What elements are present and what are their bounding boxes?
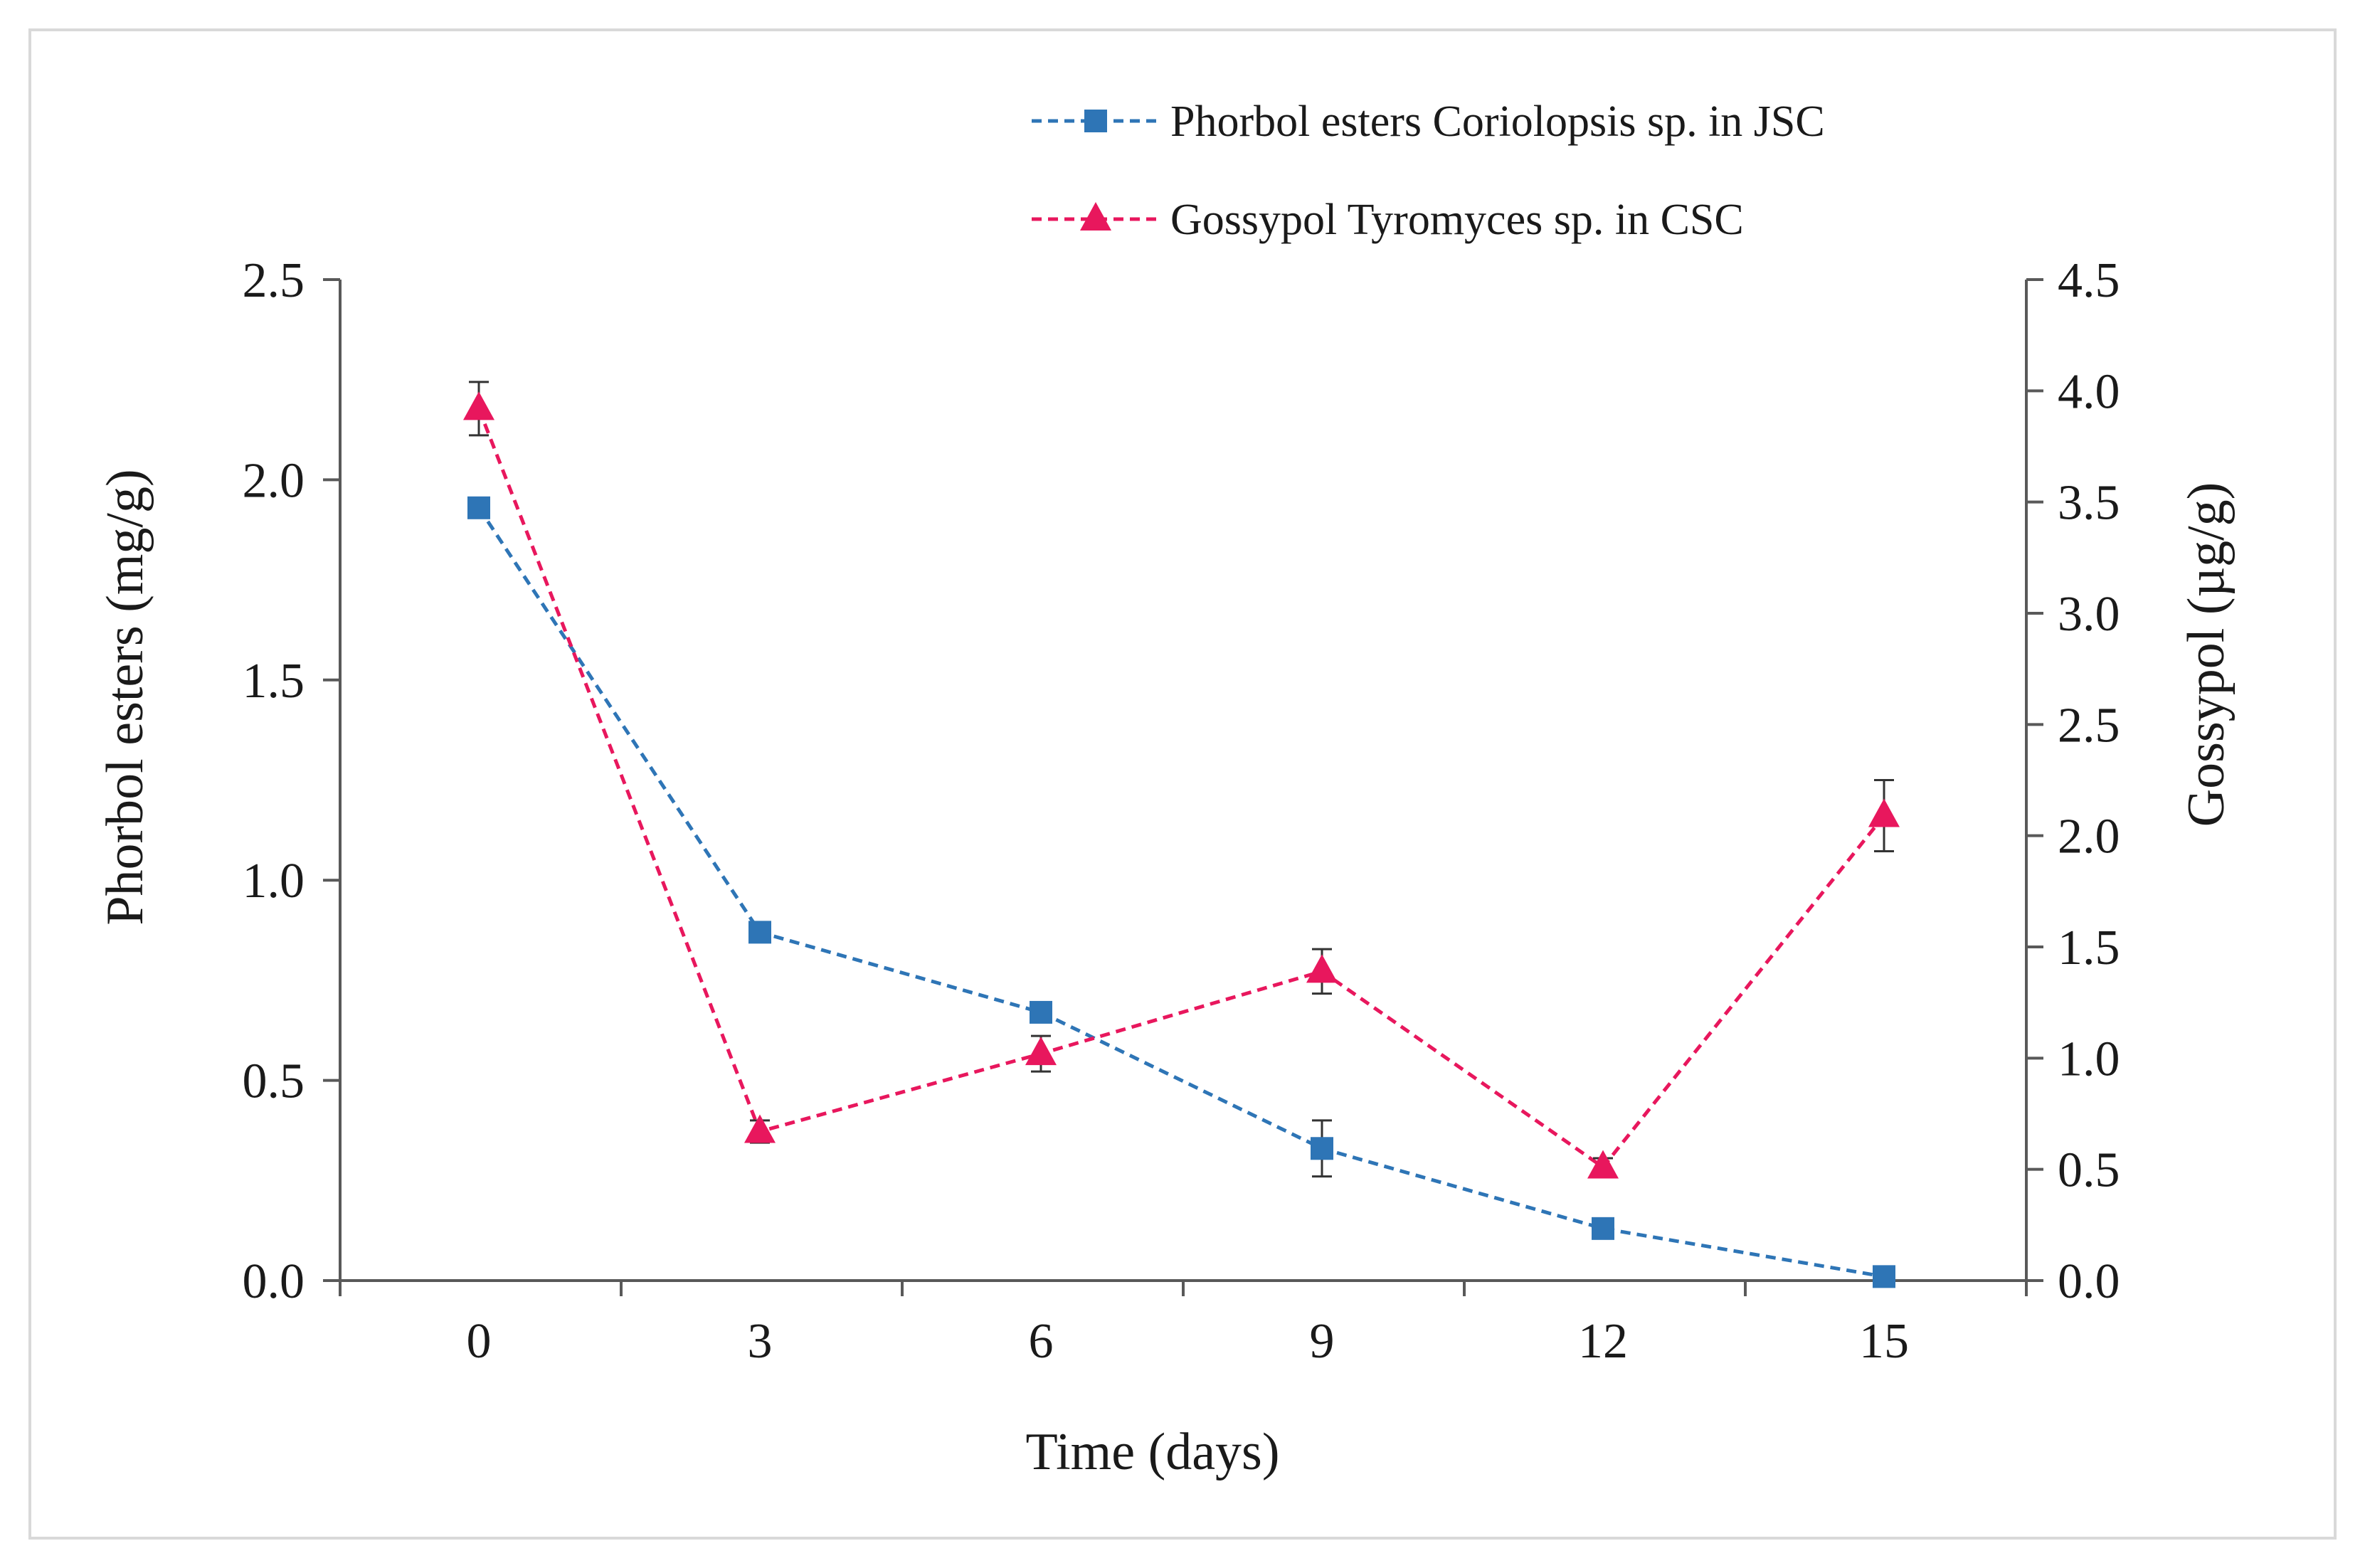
legend-entry-1: Phorbol esters Coriolopsis sp. in JSC (1032, 97, 1825, 146)
right-y-tick-label: 4.0 (2058, 364, 2120, 419)
left-y-tick-label: 0.0 (243, 1254, 305, 1309)
right-y-tick-label: 1.5 (2058, 921, 2120, 975)
x-tick-label: 15 (1859, 1314, 1909, 1369)
data-point (748, 921, 771, 944)
legend: Phorbol esters Coriolopsis sp. in JSC Gos… (1032, 97, 1825, 244)
right-y-tick-label: 1.0 (2058, 1032, 2120, 1086)
data-point (1587, 1150, 1619, 1179)
data-point (1311, 1137, 1333, 1160)
x-axis-title: Time (days) (1026, 1423, 1280, 1481)
legend-marker (1080, 202, 1111, 231)
right-y-tick-label: 3.5 (2058, 476, 2120, 531)
legend-entry-2: Gossypol Tyromyces sp. in CSC (1032, 196, 1744, 244)
series-layer (463, 381, 1900, 1288)
right-y-tick-label: 3.0 (2058, 587, 2120, 642)
left-y-tick-label: 0.5 (243, 1054, 305, 1109)
legend-label: Gossypol Tyromyces sp. in CSC (1170, 196, 1744, 244)
x-tick-label: 3 (748, 1314, 773, 1369)
data-point (1873, 1265, 1895, 1288)
data-point (1868, 798, 1900, 827)
data-point (467, 496, 490, 519)
data-point (1592, 1217, 1614, 1240)
right-y-tick-label: 2.0 (2058, 810, 2120, 864)
right-y-tick-label: 2.5 (2058, 698, 2120, 753)
x-tick-label: 0 (467, 1314, 492, 1369)
series-1 (467, 496, 1895, 1288)
series-line (477, 507, 1885, 1278)
legend-marker (1084, 110, 1107, 132)
right-y-tick-label: 0.0 (2058, 1254, 2120, 1309)
x-tick-label: 6 (1029, 1314, 1054, 1369)
x-tick-label: 12 (1578, 1314, 1628, 1369)
right-y-tick-label: 4.5 (2058, 253, 2120, 308)
left-y-axis-title: Phorbol esters (mg/g) (96, 469, 154, 925)
data-point (1025, 1037, 1057, 1066)
data-point (1306, 954, 1338, 983)
data-point (744, 1114, 776, 1143)
series-line (477, 408, 1885, 1170)
left-y-tick-label: 2.0 (243, 453, 305, 508)
left-y-tick-label: 1.5 (243, 654, 305, 709)
legend-label: Phorbol esters Coriolopsis sp. in JSC (1170, 97, 1825, 146)
data-point (1030, 1000, 1052, 1024)
left-y-tick-label: 1.0 (243, 854, 305, 909)
x-tick-label: 9 (1310, 1314, 1335, 1369)
axes: 0.0 0.5 1.0 1.5 2.0 2.5 0.0 0.5 1.0 1.5 2.0 2.5 3.0 3… (243, 253, 2120, 1369)
right-y-tick-label: 0.5 (2058, 1143, 2120, 1198)
data-point (463, 391, 494, 420)
left-y-tick-label: 2.5 (243, 253, 305, 308)
series-2 (463, 381, 1900, 1179)
right-y-axis-title: Gossypol (µg/g) (2177, 482, 2236, 827)
